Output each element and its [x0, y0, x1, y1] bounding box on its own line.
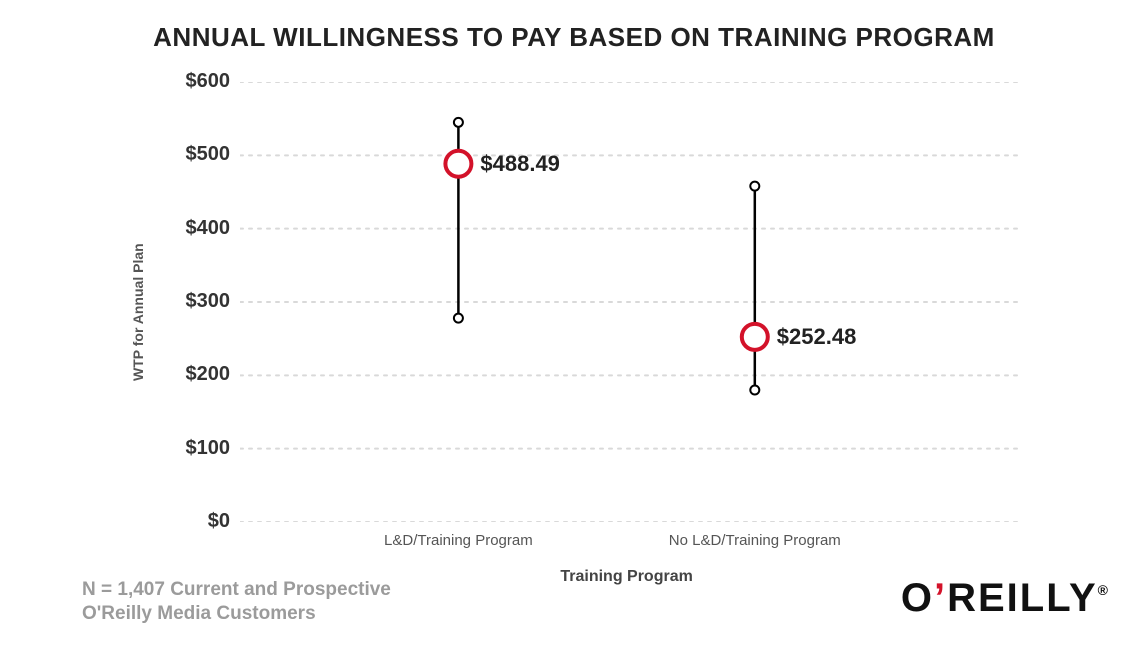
oreilly-logo: O’REILLY® [901, 576, 1108, 621]
x-axis-label: Training Program [527, 568, 727, 586]
chart-svg [240, 82, 1020, 522]
y-tick-label: $300 [150, 290, 230, 313]
plot-area [240, 82, 1020, 522]
logo-registered: ® [1098, 582, 1108, 598]
y-tick-label: $200 [150, 363, 230, 386]
y-axis-label: WTP for Annual Plan [130, 244, 146, 382]
logo-text-after: REILLY [947, 576, 1098, 620]
chart-title: ANNUAL WILLINGNESS TO PAY BASED ON TRAIN… [0, 22, 1148, 53]
footnote-line-2: O'Reilly Media Customers [82, 602, 391, 626]
x-category-label: No L&D/Training Program [635, 532, 875, 549]
data-point-value-label: $252.48 [777, 324, 857, 350]
y-tick-label: $100 [150, 437, 230, 460]
y-tick-label: $0 [150, 510, 230, 533]
footnote-line-1: N = 1,407 Current and Prospective [82, 578, 391, 602]
sample-size-note: N = 1,407 Current and Prospective O'Reil… [82, 578, 391, 626]
data-point-value-label: $488.49 [480, 151, 560, 177]
y-tick-label: $500 [150, 143, 230, 166]
logo-text-before: O [901, 576, 934, 620]
x-category-label: L&D/Training Program [338, 532, 578, 549]
y-tick-label: $600 [150, 70, 230, 93]
y-tick-label: $400 [150, 217, 230, 240]
logo-apostrophe: ’ [934, 576, 947, 620]
